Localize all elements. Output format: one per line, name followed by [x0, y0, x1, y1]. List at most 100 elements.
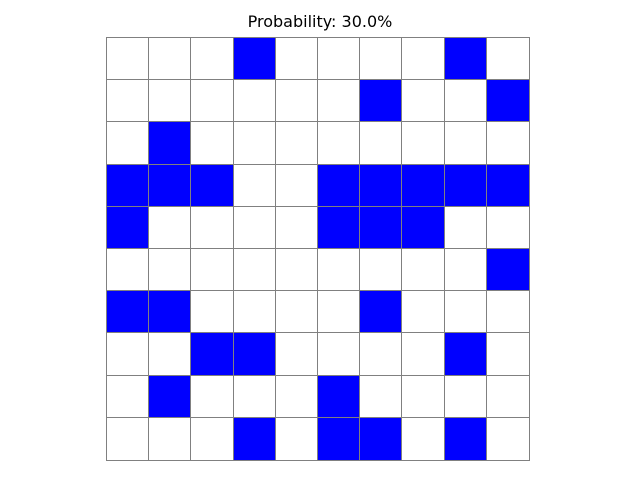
grid-cell-empty[interactable]	[107, 249, 150, 292]
grid-cell-empty[interactable]	[191, 80, 234, 123]
grid-cell-empty[interactable]	[360, 375, 403, 418]
grid-cell-empty[interactable]	[275, 333, 318, 376]
grid-cell-filled[interactable]	[191, 333, 234, 376]
grid-cell-empty[interactable]	[191, 206, 234, 249]
grid-cell-empty[interactable]	[402, 333, 445, 376]
grid-cell-filled[interactable]	[486, 249, 529, 292]
grid-cell-empty[interactable]	[486, 38, 529, 81]
grid-cell-empty[interactable]	[233, 80, 276, 123]
grid-cell-empty[interactable]	[275, 291, 318, 334]
grid-cell-empty[interactable]	[318, 122, 361, 165]
grid-cell-empty[interactable]	[444, 122, 487, 165]
grid-cell-empty[interactable]	[191, 291, 234, 334]
grid-cell-empty[interactable]	[107, 80, 150, 123]
grid-cell-empty[interactable]	[318, 291, 361, 334]
grid-cell-empty[interactable]	[486, 206, 529, 249]
grid-cell-empty[interactable]	[233, 291, 276, 334]
grid-cell-empty[interactable]	[402, 38, 445, 81]
grid-cell-filled[interactable]	[360, 417, 403, 460]
grid-cell-empty[interactable]	[360, 38, 403, 81]
grid-cell-empty[interactable]	[444, 249, 487, 292]
grid-cell-filled[interactable]	[107, 291, 150, 334]
grid-cell-empty[interactable]	[444, 80, 487, 123]
grid-cell-empty[interactable]	[275, 206, 318, 249]
grid-cell-empty[interactable]	[444, 206, 487, 249]
grid-cell-filled[interactable]	[444, 38, 487, 81]
grid-cell-empty[interactable]	[107, 38, 150, 81]
grid-cell-empty[interactable]	[233, 249, 276, 292]
grid-cell-filled[interactable]	[318, 164, 361, 207]
grid-cell-empty[interactable]	[318, 38, 361, 81]
grid-cell-filled[interactable]	[318, 375, 361, 418]
grid-cell-filled[interactable]	[444, 417, 487, 460]
grid-cell-empty[interactable]	[402, 122, 445, 165]
grid-cell-empty[interactable]	[318, 80, 361, 123]
grid-cell-empty[interactable]	[191, 375, 234, 418]
grid-cell-empty[interactable]	[107, 417, 150, 460]
grid-cell-empty[interactable]	[107, 122, 150, 165]
grid-cell-empty[interactable]	[149, 80, 192, 123]
grid-cell-empty[interactable]	[149, 249, 192, 292]
grid-cell-empty[interactable]	[402, 80, 445, 123]
grid-cell-empty[interactable]	[191, 249, 234, 292]
grid-cell-empty[interactable]	[275, 122, 318, 165]
grid-cell-filled[interactable]	[149, 122, 192, 165]
grid-cell-empty[interactable]	[275, 249, 318, 292]
grid-cell-empty[interactable]	[275, 375, 318, 418]
grid-cell-filled[interactable]	[318, 206, 361, 249]
grid-cell-filled[interactable]	[233, 417, 276, 460]
grid-cell-filled[interactable]	[444, 333, 487, 376]
grid-cell-empty[interactable]	[402, 291, 445, 334]
grid-cell-filled[interactable]	[149, 164, 192, 207]
grid-cell-empty[interactable]	[486, 375, 529, 418]
grid-cell-filled[interactable]	[360, 291, 403, 334]
grid-cell-empty[interactable]	[444, 375, 487, 418]
grid-cell-empty[interactable]	[275, 417, 318, 460]
grid-cell-empty[interactable]	[275, 164, 318, 207]
grid-cell-empty[interactable]	[318, 333, 361, 376]
grid-cell-filled[interactable]	[318, 417, 361, 460]
grid-cell-empty[interactable]	[402, 375, 445, 418]
grid-cell-empty[interactable]	[402, 417, 445, 460]
grid-cell-empty[interactable]	[191, 122, 234, 165]
grid-cell-filled[interactable]	[149, 291, 192, 334]
grid-cell-empty[interactable]	[149, 206, 192, 249]
grid-cell-empty[interactable]	[275, 80, 318, 123]
grid-cell-filled[interactable]	[444, 164, 487, 207]
grid-cell-empty[interactable]	[444, 291, 487, 334]
grid-cell-empty[interactable]	[318, 249, 361, 292]
grid-cell-empty[interactable]	[149, 38, 192, 81]
grid-cell-filled[interactable]	[107, 164, 150, 207]
grid-cell-filled[interactable]	[360, 80, 403, 123]
grid-cell-empty[interactable]	[233, 122, 276, 165]
grid-cell-filled[interactable]	[149, 375, 192, 418]
grid-cell-empty[interactable]	[107, 375, 150, 418]
grid-cell-empty[interactable]	[191, 417, 234, 460]
grid-cell-empty[interactable]	[486, 333, 529, 376]
grid-cell-empty[interactable]	[360, 122, 403, 165]
grid-cell-empty[interactable]	[402, 249, 445, 292]
grid-cell-filled[interactable]	[360, 206, 403, 249]
grid-cell-filled[interactable]	[486, 80, 529, 123]
grid-cell-empty[interactable]	[486, 122, 529, 165]
grid-cell-filled[interactable]	[402, 164, 445, 207]
grid-cell-empty[interactable]	[275, 38, 318, 81]
grid-cell-empty[interactable]	[233, 375, 276, 418]
grid-cell-filled[interactable]	[107, 206, 150, 249]
grid-cell-empty[interactable]	[360, 333, 403, 376]
grid-cell-empty[interactable]	[149, 333, 192, 376]
grid-cell-filled[interactable]	[486, 164, 529, 207]
grid-cell-empty[interactable]	[233, 206, 276, 249]
grid-cell-empty[interactable]	[191, 38, 234, 81]
grid-cell-filled[interactable]	[402, 206, 445, 249]
grid-cell-filled[interactable]	[233, 333, 276, 376]
grid-cell-filled[interactable]	[360, 164, 403, 207]
grid-cell-filled[interactable]	[233, 38, 276, 81]
grid-cell-empty[interactable]	[233, 164, 276, 207]
grid-cell-filled[interactable]	[191, 164, 234, 207]
grid-cell-empty[interactable]	[149, 417, 192, 460]
grid-cell-empty[interactable]	[486, 417, 529, 460]
grid-cell-empty[interactable]	[360, 249, 403, 292]
grid-cell-empty[interactable]	[486, 291, 529, 334]
grid-cell-empty[interactable]	[107, 333, 150, 376]
